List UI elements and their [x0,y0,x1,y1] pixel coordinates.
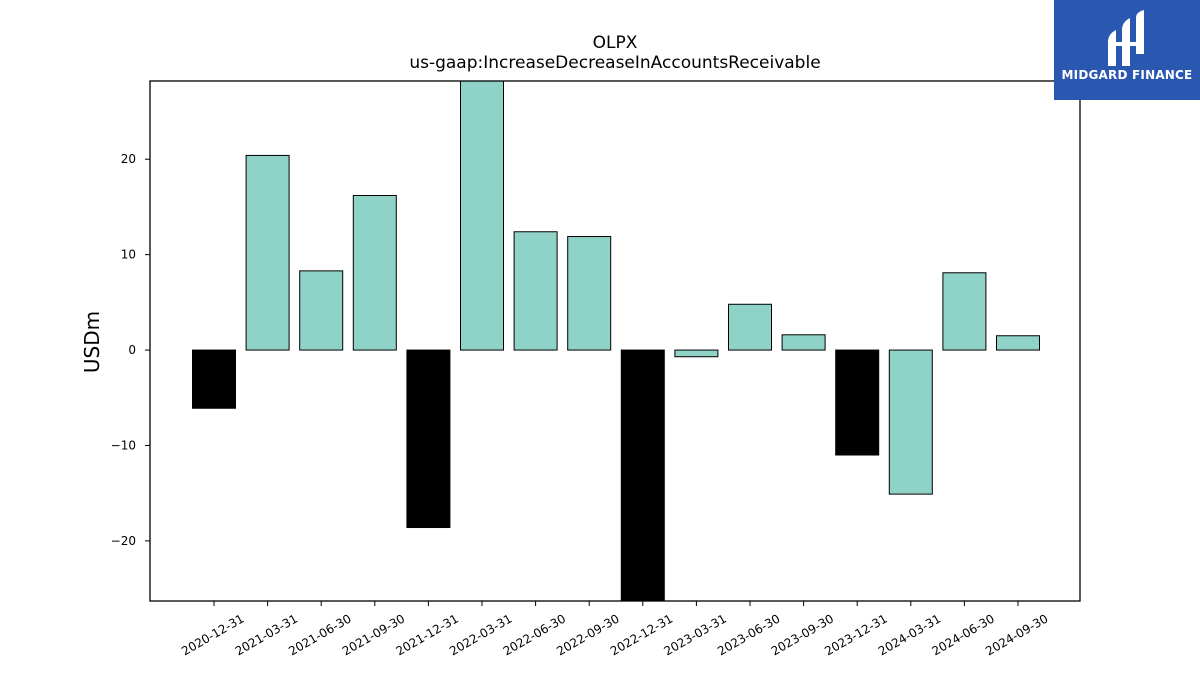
midgard-finance-logo: MIDGARD FINANCE [1054,0,1200,100]
bar-2023-09-30 [781,334,826,351]
plot-area: −20−10010202020-12-312021-03-312021-06-3… [111,81,1051,658]
logo-mark-icon [1108,10,1144,66]
bar-2021-12-31 [406,349,451,529]
bar-2022-12-31 [620,349,665,601]
bar-2022-03-31 [460,81,504,351]
bar-2021-03-31 [245,154,290,351]
chart-subtitle: us-gaap:IncreaseDecreaseInAccountsReceiv… [409,53,820,73]
bar-2024-03-31 [888,349,933,495]
bar-2023-03-31 [674,349,719,358]
plot-frame [149,80,1081,602]
logo-text: MIDGARD FINANCE [1061,68,1193,82]
y-tick-label: 0 [128,343,136,357]
y-tick-label: 10 [121,248,136,262]
bar-2023-12-31 [835,349,880,456]
y-tick-label: 20 [121,152,136,166]
bar-2022-06-30 [513,231,558,351]
bar-2020-12-31 [192,349,236,409]
bar-2023-06-30 [728,303,772,351]
bar-2021-09-30 [352,195,397,351]
y-tick-label: −20 [111,534,136,548]
y-tick-label: −10 [111,438,136,452]
bar-2021-06-30 [299,270,344,351]
bar-2024-06-30 [942,272,987,351]
bar-2022-09-30 [567,236,612,351]
y-axis-label: USDm [80,311,104,373]
chart-title: OLPX [593,33,638,53]
bar-2024-09-30 [996,335,1040,351]
